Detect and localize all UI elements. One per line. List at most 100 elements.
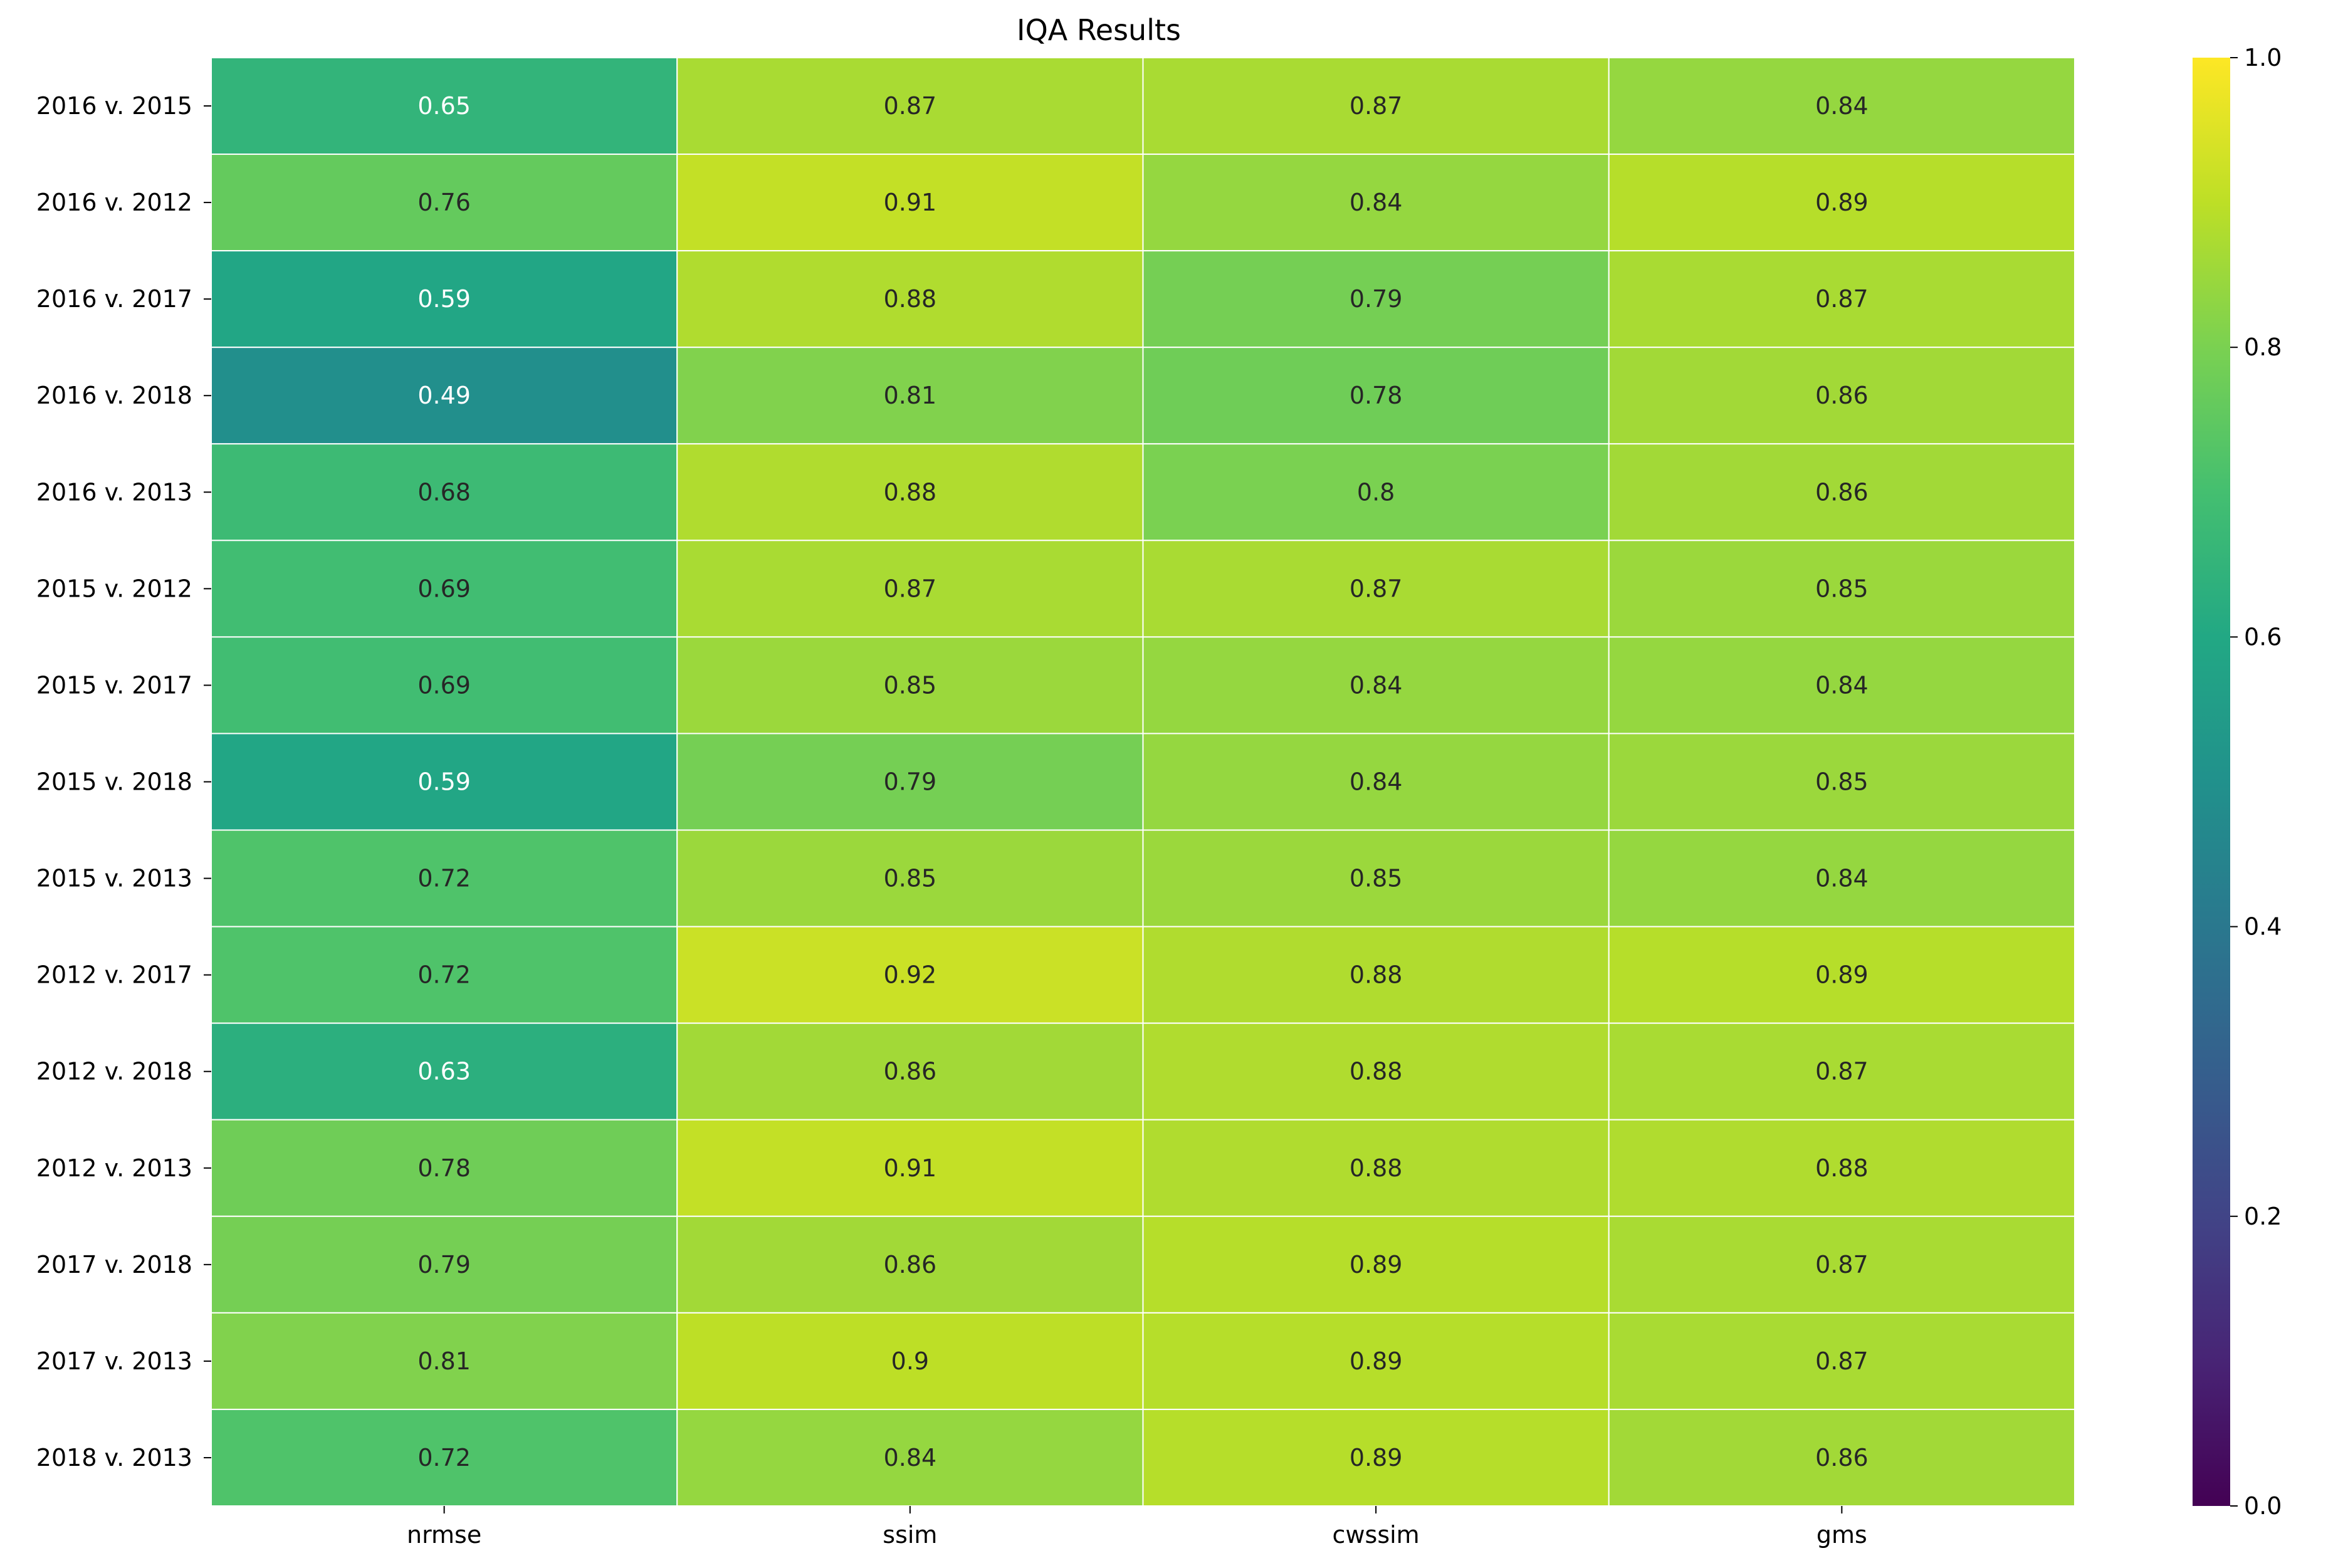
row-axis: 2016 v. 2015 2016 v. 2012 2016 v. 2017 2016… bbox=[36, 92, 211, 1471]
cell-value-label: 0.87 bbox=[1815, 1347, 1869, 1375]
cell-value-label: 0.78 bbox=[417, 1154, 471, 1182]
heatmap-cell bbox=[676, 1215, 1144, 1314]
heatmap-cell bbox=[1608, 154, 2075, 252]
cell-value-label: 0.84 bbox=[1350, 768, 1403, 796]
colorbar-tick-label: 0.0 bbox=[2244, 1492, 2282, 1520]
cell-value-label: 0.87 bbox=[1815, 285, 1869, 313]
cell-value-label: 0.87 bbox=[1350, 575, 1403, 602]
colorbar-tick-label: 1.0 bbox=[2244, 44, 2282, 71]
cell-value-label: 0.87 bbox=[884, 575, 937, 602]
heatmap-cell bbox=[676, 250, 1144, 348]
row-label: 2015 v. 2017 bbox=[36, 671, 192, 699]
heatmap-cell bbox=[211, 540, 678, 638]
cell-value-label: 0.86 bbox=[1815, 478, 1869, 506]
heatmap-cell bbox=[211, 443, 678, 541]
heatmap-cell bbox=[676, 1119, 1144, 1217]
heatmap-cell bbox=[1608, 926, 2075, 1024]
colorbar: 0.0 0.2 0.4 0.6 0.8 1.0 bbox=[2193, 44, 2282, 1520]
cell-value-label: 0.85 bbox=[1815, 575, 1869, 602]
heatmap-cell bbox=[211, 1119, 678, 1217]
row-label: 2015 v. 2012 bbox=[36, 575, 192, 602]
cell-value-label: 0.69 bbox=[417, 671, 471, 699]
cell-value-label: 0.85 bbox=[1815, 768, 1869, 796]
cell-value-label: 0.81 bbox=[417, 1347, 471, 1375]
heatmap-cell bbox=[1608, 540, 2075, 638]
column-label: cwssim bbox=[1333, 1521, 1420, 1549]
heatmap-cell bbox=[211, 636, 678, 734]
heatmap-cell bbox=[676, 926, 1144, 1024]
colorbar-tick-label: 0.8 bbox=[2244, 333, 2282, 361]
row-label: 2015 v. 2018 bbox=[36, 768, 192, 796]
cell-value-label: 0.84 bbox=[1350, 671, 1403, 699]
cell-value-label: 0.87 bbox=[1815, 1251, 1869, 1278]
cell-value-label: 0.89 bbox=[1350, 1347, 1403, 1375]
heatmap-cell bbox=[1142, 1022, 1610, 1121]
cell-value-label: 0.72 bbox=[417, 961, 471, 989]
row-label: 2017 v. 2018 bbox=[36, 1251, 192, 1278]
heatmap-cell bbox=[676, 1312, 1144, 1410]
heatmap-cell bbox=[1142, 1312, 1610, 1410]
row-label: 2012 v. 2013 bbox=[36, 1154, 192, 1182]
cell-value-label: 0.79 bbox=[1350, 285, 1403, 313]
cell-value-label: 0.72 bbox=[417, 1444, 471, 1471]
heatmap-cell bbox=[1608, 1022, 2075, 1121]
cell-value-label: 0.86 bbox=[1815, 1444, 1869, 1471]
heatmap-cell bbox=[1142, 1215, 1610, 1314]
cell-value-label: 0.87 bbox=[1815, 1058, 1869, 1085]
heatmap-cell bbox=[211, 1312, 678, 1410]
cell-value-label: 0.88 bbox=[1815, 1154, 1869, 1182]
cell-value-label: 0.89 bbox=[1350, 1251, 1403, 1278]
heatmap-cell bbox=[1142, 733, 1610, 831]
cell-value-label: 0.84 bbox=[1815, 92, 1869, 120]
colorbar-gradient bbox=[2193, 58, 2230, 1506]
cell-value-label: 0.88 bbox=[884, 478, 937, 506]
cell-value-label: 0.85 bbox=[1350, 865, 1403, 892]
heatmap-cell bbox=[1142, 57, 1610, 155]
row-label: 2017 v. 2013 bbox=[36, 1347, 192, 1375]
heatmap-cell bbox=[1142, 443, 1610, 541]
row-label: 2012 v. 2018 bbox=[36, 1058, 192, 1085]
cell-value-label: 0.79 bbox=[417, 1251, 471, 1278]
heatmap-cell bbox=[676, 540, 1144, 638]
cell-value-label: 0.79 bbox=[884, 768, 937, 796]
row-label: 2015 v. 2013 bbox=[36, 865, 192, 892]
heatmap-cell bbox=[676, 154, 1144, 252]
cell-value-label: 0.89 bbox=[1350, 1444, 1403, 1471]
heatmap-cell bbox=[1142, 347, 1610, 445]
cell-value-label: 0.76 bbox=[417, 189, 471, 216]
cell-value-label: 0.88 bbox=[884, 285, 937, 313]
heatmap-cell bbox=[1608, 1312, 2075, 1410]
heatmap-cell bbox=[211, 347, 678, 445]
cell-value-label: 0.86 bbox=[1815, 382, 1869, 409]
cell-value-label: 0.59 bbox=[417, 768, 471, 796]
cell-value-label: 0.68 bbox=[417, 478, 471, 506]
heatmap-cell bbox=[1608, 636, 2075, 734]
cell-value-label: 0.59 bbox=[417, 285, 471, 313]
heatmap-cell bbox=[1608, 829, 2075, 928]
heatmap-cell bbox=[1142, 1408, 1610, 1507]
chart-title: IQA Results bbox=[1017, 13, 1181, 47]
heatmap-cell bbox=[1142, 636, 1610, 734]
heatmap-cell bbox=[676, 1022, 1144, 1121]
column-label: nrmse bbox=[407, 1521, 481, 1549]
cell-value-label: 0.91 bbox=[884, 1154, 937, 1182]
heatmap-cell bbox=[676, 57, 1144, 155]
cell-value-label: 0.72 bbox=[417, 865, 471, 892]
heatmap-cell bbox=[1608, 57, 2075, 155]
cell-value-label: 0.78 bbox=[1350, 382, 1403, 409]
cell-value-label: 0.86 bbox=[884, 1058, 937, 1085]
cell-value-label: 0.89 bbox=[1815, 189, 1869, 216]
cell-value-label: 0.92 bbox=[884, 961, 937, 989]
cell-value-label: 0.88 bbox=[1350, 961, 1403, 989]
heatmap-cell bbox=[211, 1215, 678, 1314]
cell-value-label: 0.86 bbox=[884, 1251, 937, 1278]
row-label: 2016 v. 2012 bbox=[36, 189, 192, 216]
heatmap-cell bbox=[211, 154, 678, 252]
heatmap-cell bbox=[676, 443, 1144, 541]
column-label: gms bbox=[1816, 1521, 1867, 1549]
heatmap-cell bbox=[1608, 347, 2075, 445]
cell-value-label: 0.84 bbox=[884, 1444, 937, 1471]
cell-value-label: 0.91 bbox=[884, 189, 937, 216]
heatmap-cell bbox=[1142, 1119, 1610, 1217]
cell-value-label: 0.88 bbox=[1350, 1058, 1403, 1085]
